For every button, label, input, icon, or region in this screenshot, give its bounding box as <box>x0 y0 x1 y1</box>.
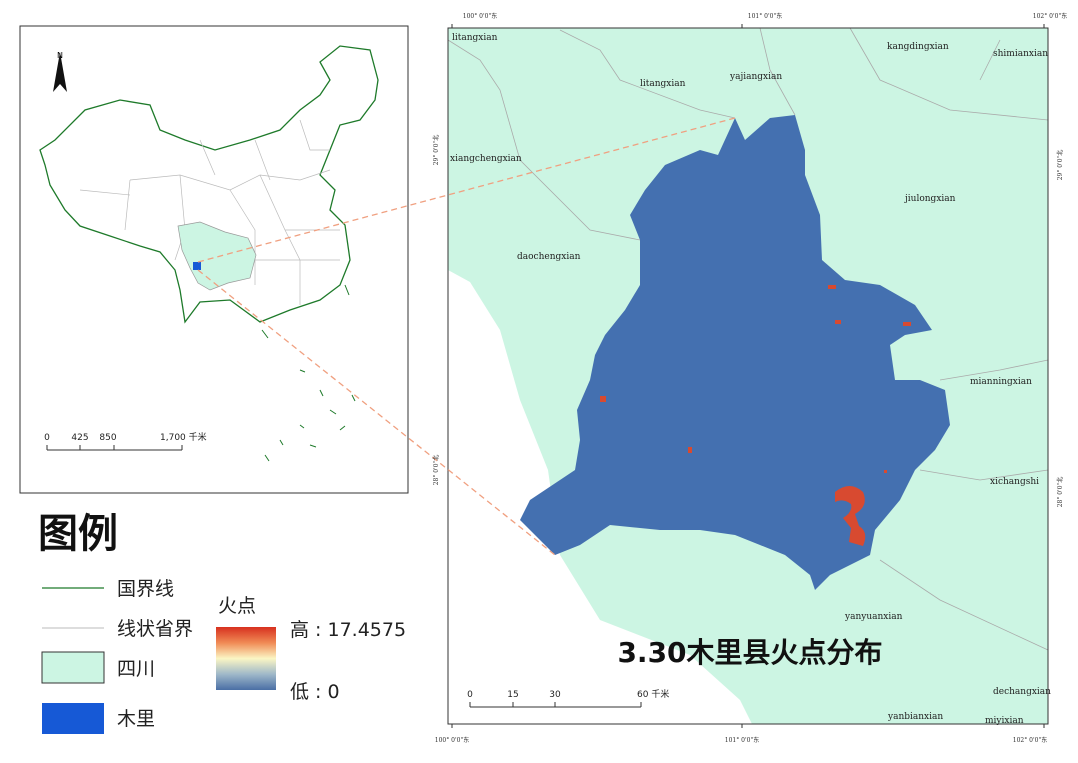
legend-label: 国界线 <box>117 578 174 600</box>
islands <box>261 284 356 462</box>
fire-cluster <box>835 486 866 546</box>
fire-cluster <box>884 470 887 473</box>
scale-label: 425 <box>71 433 88 443</box>
fire-low-label: 低 : 0 <box>290 681 340 703</box>
place-label: xiangchengxian <box>450 154 522 164</box>
place-label: mianningxian <box>970 377 1032 387</box>
graticule-label: 100° 0'0"东 <box>435 736 469 744</box>
inset-map: N 0 425 850 1,700 千米 <box>19 25 409 494</box>
outside-area <box>448 270 752 724</box>
scale-label: 60 千米 <box>637 688 669 700</box>
place-label: daochengxian <box>517 252 581 262</box>
legend-label: 木里 <box>117 708 155 730</box>
county-boundaries <box>447 27 1049 651</box>
graticule-label: 29° 0'0"北 <box>432 135 440 166</box>
graticule-label: 28° 0'0"北 <box>432 455 440 486</box>
connector-line <box>197 117 736 263</box>
legend-symbol <box>41 651 105 684</box>
fire-cluster <box>600 396 606 402</box>
graticule-label: 101° 0'0"东 <box>725 736 759 744</box>
graticule-label: 29° 0'0"北 <box>1056 150 1064 181</box>
legend-label: 四川 <box>117 658 155 680</box>
fire-high-label: 高 : 17.4575 <box>290 619 406 641</box>
fire-cluster <box>688 447 692 453</box>
scale-label: 850 <box>99 433 116 443</box>
main-map-frame <box>447 27 1049 725</box>
graticule-label: 102° 0'0"东 <box>1033 12 1067 20</box>
fire-gradient <box>216 627 276 690</box>
muli-area <box>193 262 201 270</box>
scale-label: 15 <box>507 690 518 700</box>
north-label: N <box>57 51 63 60</box>
fire-legend-title: 火点 <box>218 595 256 617</box>
legend-symbol <box>42 703 104 734</box>
legend-title: 图例 <box>38 511 118 557</box>
graticule-label: 102° 0'0"东 <box>1013 736 1047 744</box>
graticule-ticks <box>451 24 1045 728</box>
place-label: shimianxian <box>993 49 1048 59</box>
place-label: miyixian <box>985 716 1024 726</box>
fire-cluster <box>828 285 836 289</box>
fire-cluster <box>835 320 841 324</box>
muli-county <box>520 115 950 590</box>
place-label: litangxian <box>452 33 498 43</box>
place-label: xichangshi <box>990 477 1039 487</box>
fire-cluster <box>903 322 911 326</box>
legend-label: 线状省界 <box>117 618 193 640</box>
scale-label: 1,700 千米 <box>160 431 207 443</box>
fire-points <box>600 285 911 546</box>
main-map: litangxian litangxian yajiangxian kangdi… <box>197 12 1067 744</box>
main-scale-bar <box>469 702 642 708</box>
sichuan-area <box>177 221 257 291</box>
place-label: kangdingxian <box>887 42 949 52</box>
place-label: litangxian <box>640 79 686 89</box>
legend: 图例 国界线 线状省界 四川 木里 火点 高 : 17.4575 低 : 0 <box>38 511 406 734</box>
scale-label: 0 <box>44 433 50 443</box>
place-label: yanbianxian <box>887 712 943 722</box>
province-lines <box>79 119 340 305</box>
map-title: 3.30木里县火点分布 <box>617 636 882 669</box>
north-arrow <box>53 52 67 92</box>
place-label: yanyuanxian <box>844 612 903 622</box>
scale-label: 30 <box>549 690 561 700</box>
inset-scale-bar <box>46 445 183 451</box>
graticule-label: 101° 0'0"东 <box>748 12 782 20</box>
place-label: dechangxian <box>993 687 1051 697</box>
place-label: yajiangxian <box>729 72 782 82</box>
graticule-label: 100° 0'0"东 <box>463 12 497 20</box>
graticule-label: 28° 0'0"北 <box>1056 477 1064 508</box>
connector-line <box>197 269 556 556</box>
place-label: jiulongxian <box>904 194 956 204</box>
scale-label: 0 <box>467 690 473 700</box>
